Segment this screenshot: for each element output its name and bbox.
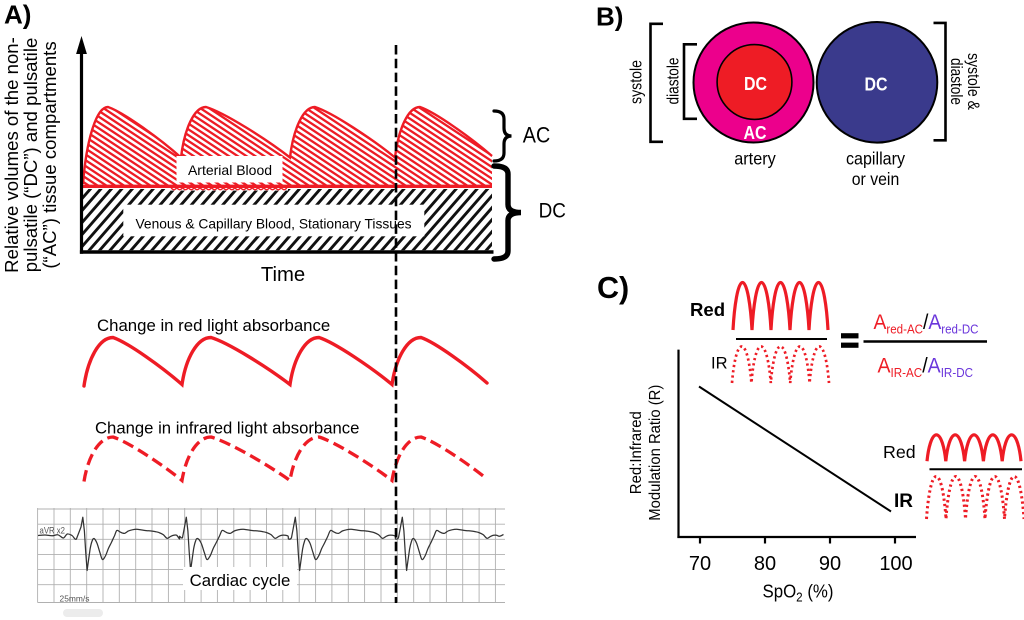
svg-text:DC: DC [539, 199, 566, 223]
svg-text:Modulation Ratio (R): Modulation Ratio (R) [647, 385, 664, 521]
svg-text:A): A) [4, 0, 31, 30]
svg-text:IR: IR [711, 355, 728, 373]
svg-text:DC: DC [865, 74, 888, 95]
svg-text:diastole: diastole [664, 58, 683, 105]
svg-text:90: 90 [819, 553, 841, 575]
svg-text:Red: Red [690, 299, 725, 320]
svg-text:SpO2 (%): SpO2 (%) [763, 582, 834, 605]
svg-text:80: 80 [754, 553, 776, 575]
svg-text:AIR-AC/AIR-DC: AIR-AC/AIR-DC [878, 355, 974, 381]
svg-text:AC: AC [744, 122, 767, 143]
svg-text:(“AC”) tissue compartments: (“AC”) tissue compartments [39, 41, 60, 268]
svg-text:AC: AC [523, 123, 550, 148]
svg-text:DC: DC [744, 73, 767, 94]
svg-text:C): C) [597, 271, 629, 305]
svg-text:diastole: diastole [947, 58, 966, 105]
svg-text:B): B) [596, 2, 623, 32]
svg-text:Ared-AC/Ared-DC: Ared-AC/Ared-DC [874, 311, 979, 337]
svg-text:Red:Infrared: Red:Infrared [628, 411, 645, 494]
svg-text:Change in infrared light absor: Change in infrared light absorbance [95, 419, 359, 438]
svg-text:systole &: systole & [964, 53, 983, 110]
svg-text:Venous & Capillary Blood, Stat: Venous & Capillary Blood, Stationary Tis… [135, 217, 411, 232]
svg-text:Cardiac cycle: Cardiac cycle [190, 571, 291, 590]
svg-text:70: 70 [689, 553, 711, 575]
svg-text:Red: Red [883, 442, 916, 462]
svg-text:Arterial Blood: Arterial Blood [188, 162, 272, 178]
svg-text:capillary: capillary [846, 149, 905, 169]
svg-text:systole: systole [627, 60, 646, 104]
svg-text:25mm/s: 25mm/s [60, 594, 90, 604]
svg-text:artery: artery [734, 149, 776, 169]
svg-text:Time: Time [261, 264, 305, 286]
svg-text:IR: IR [894, 491, 913, 512]
svg-text:Relative volumes of the non-: Relative volumes of the non- [1, 37, 22, 273]
svg-text:or vein: or vein [852, 169, 900, 189]
svg-text:Change in red light absorbance: Change in red light absorbance [97, 316, 330, 335]
svg-text:100: 100 [879, 553, 912, 575]
svg-text:pulsatile (“DC”) and pulsatile: pulsatile (“DC”) and pulsatile [20, 38, 41, 273]
svg-text:aVR x2: aVR x2 [40, 526, 66, 536]
